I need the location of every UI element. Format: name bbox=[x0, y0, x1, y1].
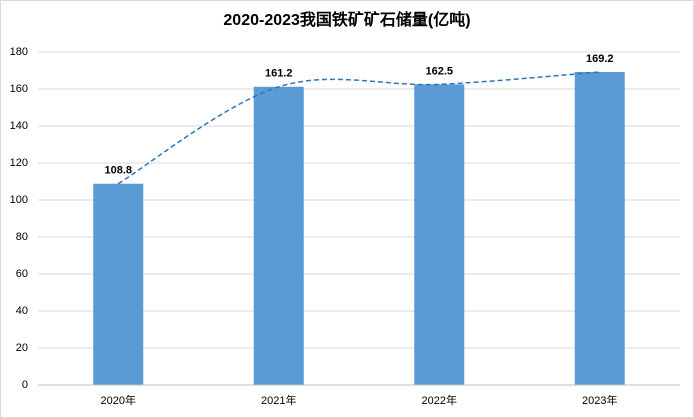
value-label: 169.2 bbox=[586, 53, 614, 65]
bar bbox=[414, 84, 465, 385]
bar bbox=[574, 71, 625, 385]
y-tick-label: 180 bbox=[10, 46, 28, 58]
y-tick-label: 0 bbox=[22, 379, 28, 391]
x-tick-label: 2020年 bbox=[101, 393, 136, 407]
y-tick-label: 140 bbox=[10, 120, 28, 132]
y-tick-label: 40 bbox=[16, 305, 28, 317]
y-tick-label: 120 bbox=[10, 157, 28, 169]
bar bbox=[93, 183, 144, 385]
y-tick-label: 20 bbox=[16, 342, 28, 354]
y-tick-label: 60 bbox=[16, 268, 28, 280]
value-label: 108.8 bbox=[104, 165, 132, 177]
y-tick-label: 80 bbox=[16, 231, 28, 243]
x-tick-label: 2022年 bbox=[422, 393, 457, 407]
x-tick-label: 2021年 bbox=[261, 393, 296, 407]
y-tick-label: 100 bbox=[10, 194, 28, 206]
bar bbox=[253, 86, 304, 385]
chart-title: 2020-2023我国铁矿矿石储量(亿吨) bbox=[223, 10, 470, 29]
y-tick-label: 160 bbox=[10, 83, 28, 95]
x-tick-label: 2023年 bbox=[582, 393, 617, 407]
trend-line bbox=[117, 71, 600, 185]
value-label: 162.5 bbox=[425, 65, 453, 77]
value-label: 161.2 bbox=[265, 68, 293, 80]
